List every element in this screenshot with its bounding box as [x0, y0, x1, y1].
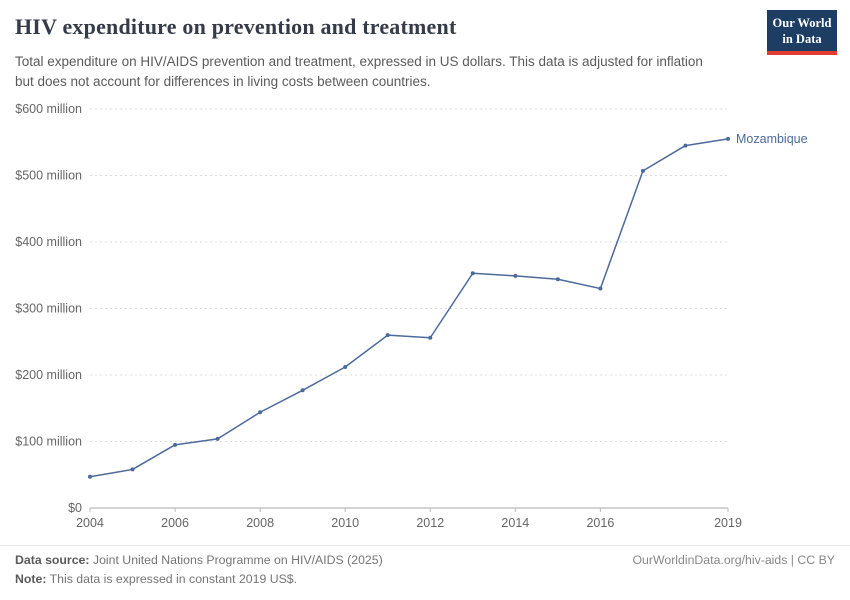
- note-label: Note:: [15, 572, 47, 586]
- y-axis-tick-label: $600 million: [15, 102, 82, 116]
- credit-link[interactable]: OurWorldinData.org/hiv-aids | CC BY: [632, 553, 835, 567]
- entity-label-mozambique: Mozambique: [736, 132, 808, 146]
- y-axis-tick-label: $0: [68, 501, 82, 515]
- x-axis-tick-label: 2006: [161, 516, 189, 530]
- chart-note: Note: This data is expressed in constant…: [15, 572, 835, 586]
- data-point: [385, 333, 390, 338]
- y-axis-tick-label: $100 million: [15, 435, 82, 449]
- y-axis-tick-label: $400 million: [15, 235, 82, 249]
- data-point: [555, 277, 560, 282]
- x-axis-tick-label: 2019: [714, 516, 742, 530]
- series-line-mozambique: [89, 138, 729, 478]
- x-axis-tick-label: 2016: [586, 516, 614, 530]
- chart-footer: Data source: Joint United Nations Progra…: [0, 545, 850, 586]
- owid-logo-accent-bar: [767, 51, 837, 56]
- chart-subtitle: Total expenditure on HIV/AIDS prevention…: [15, 54, 703, 89]
- data-point: [173, 442, 178, 447]
- data-point: [258, 410, 263, 415]
- data-source-text: Joint United Nations Programme on HIV/AI…: [89, 553, 383, 567]
- x-axis-tick-label: 2010: [331, 516, 359, 530]
- x-axis-tick-label: 2014: [501, 516, 529, 530]
- expenditure-line-chart: $0 $100 million $200 million $300 million $4…: [15, 102, 808, 530]
- data-point: [640, 168, 645, 173]
- data-point: [130, 467, 135, 472]
- note-text: This data is expressed in constant 2019 …: [46, 572, 298, 586]
- owid-logo-line1: Our World: [772, 16, 832, 30]
- data-point: [513, 273, 518, 278]
- y-axis-tick-label: $300 million: [15, 302, 82, 316]
- data-point: [343, 365, 348, 370]
- data-point: [428, 335, 433, 340]
- x-axis-tick-label: 2012: [416, 516, 444, 530]
- owid-logo-line2: in Data: [782, 31, 822, 46]
- data-point: [726, 136, 730, 141]
- data-point: [215, 436, 220, 441]
- data-point: [470, 271, 475, 276]
- x-axis-tick-label: 2004: [76, 516, 104, 530]
- page-title: HIV expenditure on prevention and treatm…: [15, 14, 457, 39]
- y-axis-tick-label: $200 million: [15, 368, 82, 382]
- data-point: [683, 143, 688, 148]
- x-axis-tick-label: 2008: [246, 516, 274, 530]
- data-source: Data source: Joint United Nations Progra…: [15, 553, 383, 567]
- data-point: [300, 388, 305, 393]
- data-source-label: Data source:: [15, 553, 90, 567]
- data-point: [88, 474, 92, 479]
- data-point: [598, 286, 603, 291]
- owid-logo[interactable]: Our World in Data: [767, 10, 837, 56]
- y-axis-tick-label: $500 million: [15, 169, 82, 183]
